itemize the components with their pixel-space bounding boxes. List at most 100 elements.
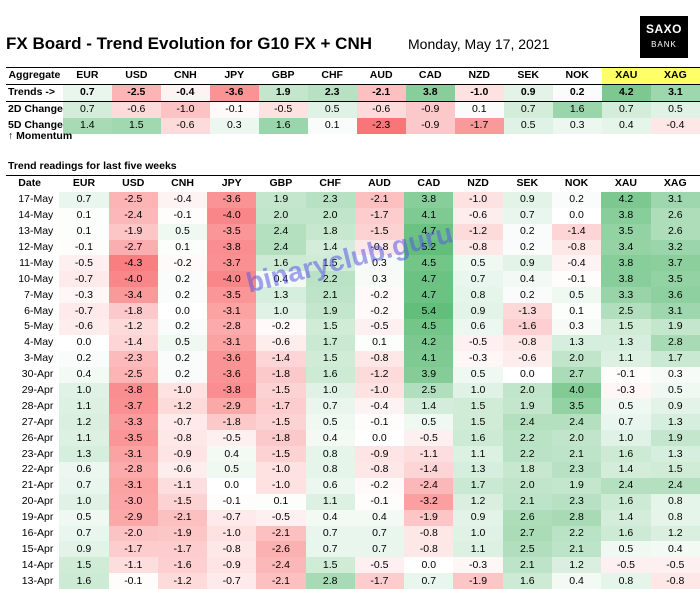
aggregate-row-label: 2D Change [8, 103, 63, 116]
trend-cell: -1.0 [256, 477, 306, 494]
trend-cell: 1.0 [305, 382, 355, 399]
trend-cell: -1.8 [256, 366, 306, 383]
trend-cell: 3.8 [601, 271, 651, 288]
trend-cell: -3.2 [404, 493, 454, 510]
trend-cell: -3.7 [108, 398, 158, 415]
trend-cell: 1.4 [404, 398, 454, 415]
trend-cell: 2.4 [601, 477, 651, 494]
trend-cell: -1.6 [502, 319, 552, 335]
trend-cell: 1.5 [453, 414, 503, 431]
trend-cell: 2.6 [650, 223, 700, 240]
trend-cell: -0.2 [256, 319, 306, 335]
trend-cell: -0.7 [59, 303, 109, 320]
trend-cell: -0.2 [354, 477, 405, 494]
trend-cell: -0.3 [453, 557, 503, 574]
table-row: 14-May 0.1 -2.4 -0.1 -4.0 2.0 2.0 -1.7 4.1 -0.6 0.… [6, 207, 700, 224]
page-title: FX Board - Trend Evolution for G10 FX + … [6, 34, 373, 53]
aggregate-table: Aggregate EUR USD CNH JPY GBP CHF AUD CAD NZD SEK N… [6, 67, 700, 134]
trend-cell: 5.2 [404, 239, 454, 256]
trend-cell: -1.8 [108, 303, 158, 320]
trend-cell: -0.5 [207, 430, 257, 447]
aggregate-cell: -0.5 [258, 101, 308, 118]
trend-cell: 0.2 [502, 239, 552, 256]
trend-cell: 1.5 [601, 319, 651, 335]
trend-cell: 1.0 [453, 525, 503, 542]
aggregate-cell: 0.7 [503, 101, 553, 118]
row-date: 21-Apr [21, 479, 54, 492]
row-date: 15-Apr [21, 542, 54, 555]
trend-cell: -0.2 [157, 255, 208, 272]
table-row: 17-May 0.7 -2.5 -0.4 -3.6 1.9 2.3 -2.1 3.8 -1.0 0.… [6, 191, 700, 208]
table-row: 20-Apr 1.0 -3.0 -1.5 -0.1 0.1 1.1 -0.1 -3.2 1.2 2.… [6, 493, 700, 510]
trend-cell: -1.8 [207, 414, 257, 431]
trend-cell: 0.3 [551, 319, 602, 335]
trend-cell: 2.4 [551, 414, 602, 431]
aggregate-cell: 2.3 [307, 83, 357, 102]
trend-cell: 1.1 [601, 350, 651, 367]
trend-cell: -2.1 [354, 191, 405, 208]
trend-cell: 4.0 [551, 382, 602, 399]
trend-cell: -3.4 [108, 287, 158, 304]
trend-cell: -0.8 [453, 239, 503, 256]
trend-cell: -1.2 [157, 398, 208, 415]
trend-cell: 1.7 [650, 350, 700, 367]
trend-cell: 0.1 [59, 223, 109, 240]
trend-cell: 1.1 [453, 541, 503, 558]
table-row: 4-May 0.0 -1.4 0.5 -3.1 -0.6 1.7 0.1 4.2 -0.5 -0.8… [6, 334, 700, 351]
aggregate-cell: 0.3 [209, 117, 259, 134]
trend-cell: -4.0 [207, 207, 257, 224]
trend-cell: 2.1 [502, 557, 552, 574]
aggregate-cell: -0.6 [111, 101, 161, 118]
table-row: 6-May -0.7 -1.8 0.0 -3.1 1.0 1.9 -0.2 5.4 0.9 -1.3… [6, 303, 700, 320]
trend-cell: -2.1 [157, 509, 208, 526]
trend-cell: -0.1 [157, 207, 208, 224]
trend-cell: -3.1 [207, 334, 257, 351]
trend-cell: 2.2 [305, 271, 355, 288]
trend-cell: 4.5 [404, 319, 454, 335]
table-row: 11-May -0.5 -4.3 -0.2 -3.7 1.6 1.5 0.3 4.5 0.5 0.9… [6, 255, 700, 272]
currency-header-chf: CHF [307, 67, 357, 85]
row-date: 27-Apr [21, 415, 54, 428]
trend-cell: 1.1 [59, 398, 109, 415]
trend-cell: 4.1 [404, 350, 454, 367]
trend-cell: -1.0 [157, 382, 208, 399]
trend-history-table: Date EUR USD CNH JPY GBP CHF AUD CAD NZD SEK NOK XAU… [6, 174, 700, 589]
trend-cell: -0.9 [157, 446, 208, 463]
trend-cell: 0.7 [59, 191, 109, 208]
trend-cell: 1.4 [305, 239, 355, 256]
aggregate-cell: 0.5 [650, 101, 700, 118]
trend-cell: -0.4 [551, 255, 602, 272]
row-date: 14-Apr [21, 558, 54, 571]
trend-cell: -0.1 [59, 239, 109, 256]
aggregate-cell: -3.6 [209, 83, 259, 102]
trend-cell: 2.6 [502, 509, 552, 526]
trend-cell: -1.5 [354, 223, 405, 240]
table-row: 28-Apr 1.1 -3.7 -1.2 -2.9 -1.7 0.7 -0.4 1.4 1.5 1.… [6, 398, 700, 415]
weekly-header-usd: USD [108, 174, 158, 192]
trend-cell: 0.7 [59, 525, 109, 542]
trend-cell: 2.0 [502, 382, 552, 399]
trend-cell: 0.9 [453, 509, 503, 526]
trend-cell: 1.2 [551, 557, 602, 574]
trend-cell: 2.3 [551, 462, 602, 478]
currency-header-eur: EUR [62, 67, 112, 85]
trend-cell: -0.1 [601, 366, 651, 383]
trend-cell: -0.2 [354, 303, 405, 320]
trend-cell: -2.5 [108, 191, 158, 208]
currency-header-sek: SEK [503, 67, 553, 85]
trend-cell: 0.0 [404, 557, 454, 574]
aggregate-row: 5D Change 1.4 1.5 -0.6 0.3 1.6 0.1 -2.3 -0.9 -1.7… [6, 117, 700, 134]
trend-cell: -0.8 [404, 525, 454, 542]
trend-cell: 1.5 [305, 255, 355, 272]
table-row: 15-Apr 0.9 -1.7 -1.7 -0.8 -2.6 0.7 0.7 -0.8 1.1 2.… [6, 541, 700, 558]
trend-cell: 1.9 [502, 398, 552, 415]
trend-cell: 3.4 [601, 239, 651, 256]
trend-cell: 1.5 [650, 462, 700, 478]
trend-cell: 2.0 [502, 477, 552, 494]
table-row: 12-May -0.1 -2.7 0.1 -3.8 2.4 1.4 -0.8 5.2 -0.8 0.… [6, 239, 700, 256]
trend-cell: -2.8 [108, 462, 158, 478]
trend-cell: 4.7 [404, 287, 454, 304]
trend-cell: -0.7 [157, 414, 208, 431]
header: FX Board - Trend Evolution for G10 FX + … [0, 0, 700, 66]
trend-cell: 1.8 [502, 462, 552, 478]
